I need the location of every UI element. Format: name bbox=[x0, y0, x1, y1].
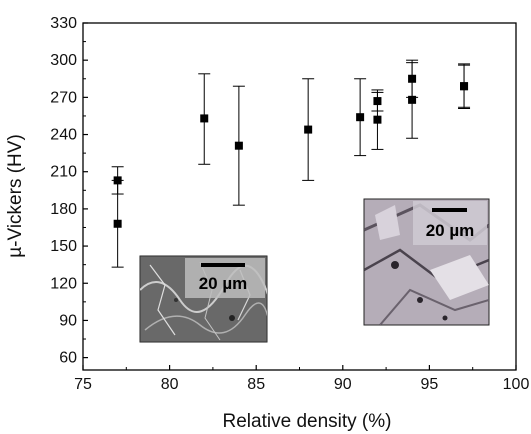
y-axis-title: µ-Vickers (HV) bbox=[5, 134, 26, 258]
x-tick-label: 80 bbox=[161, 376, 179, 393]
scale-bar-left bbox=[201, 263, 245, 267]
data-point bbox=[460, 82, 469, 91]
y-tick-label: 150 bbox=[50, 238, 77, 255]
data-point bbox=[408, 95, 417, 104]
y-tick-label: 270 bbox=[50, 89, 77, 106]
data-point bbox=[408, 74, 417, 83]
data-point bbox=[373, 97, 382, 106]
data-point bbox=[113, 219, 122, 228]
axis-ticks: 75 80 85 90 95 100 60 90 120 150 180 210 240 270 300 33… bbox=[50, 15, 529, 393]
micrograph-texture-right bbox=[364, 203, 489, 325]
x-axis-title: Relative density (%) bbox=[223, 411, 392, 432]
y-tick-label: 60 bbox=[59, 350, 77, 367]
y-tick-label: 180 bbox=[50, 201, 77, 218]
x-tick-label: 75 bbox=[74, 376, 92, 393]
data-point bbox=[113, 176, 122, 185]
x-tick-label: 85 bbox=[247, 376, 265, 393]
data-point bbox=[356, 113, 365, 122]
data-point bbox=[373, 115, 382, 124]
data-point bbox=[234, 141, 243, 150]
scale-bar-label-left: 20 µm bbox=[199, 274, 248, 293]
y-tick-label: 300 bbox=[50, 52, 77, 69]
data-points bbox=[113, 74, 469, 228]
x-tick-label: 100 bbox=[503, 376, 530, 393]
y-tick-label: 240 bbox=[50, 127, 77, 144]
micrograph-inset-right: 20 µm bbox=[363, 198, 490, 326]
micrograph-inset-left: 20 µm bbox=[139, 255, 268, 343]
y-tick-label: 90 bbox=[59, 312, 77, 329]
scale-bar-right bbox=[432, 208, 467, 212]
data-point bbox=[200, 114, 209, 123]
x-tick-label: 90 bbox=[334, 376, 352, 393]
x-tick-label: 95 bbox=[421, 376, 439, 393]
y-tick-label: 210 bbox=[50, 164, 77, 181]
scale-bar-label-right: 20 µm bbox=[426, 221, 475, 240]
data-point bbox=[304, 125, 313, 134]
y-tick-label: 120 bbox=[50, 275, 77, 292]
y-tick-label: 330 bbox=[50, 15, 77, 32]
